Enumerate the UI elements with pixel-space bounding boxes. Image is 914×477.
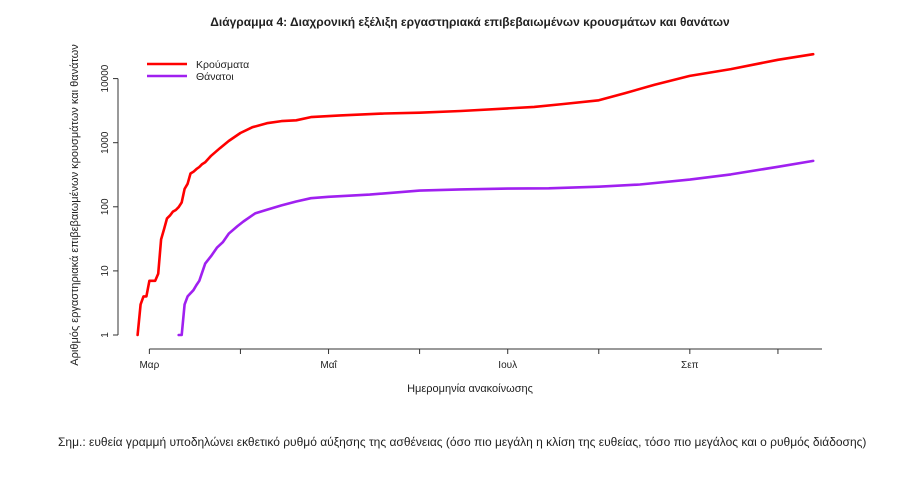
chart-title: Διάγραμμα 4: Διαχρονική εξέλιξη εργαστηρ… [210,15,730,29]
y-tick-label: 10 [100,265,111,277]
x-tick-label: Σεπ [681,360,699,371]
y-tick-label: 100 [100,198,111,215]
footnote: Σημ.: ευθεία γραμμή υποδηλώνει εκθετικό … [58,435,867,449]
x-tick-label: Μαρ [139,360,159,371]
legend-label: Θάνατοι [196,71,234,83]
chart: Διάγραμμα 4: Διαχρονική εξέλιξη εργαστηρ… [69,15,822,395]
y-tick-label: 1 [100,332,111,338]
y-axis-label: Αριθμός εργαστηριακά επιβεβαιωμένων κρου… [69,44,81,366]
y-tick-label: 1000 [100,131,111,154]
series-layer [136,52,815,337]
x-axis-label: Ημερομηνία ανακοίνωσης [407,383,533,395]
y-tick-label: 10000 [100,64,111,92]
cases-line [136,52,815,337]
x-tick-label: Ιουλ [498,360,517,371]
x-tick-label: Μαΐ [320,359,337,371]
deaths-line [177,159,815,337]
legend-label: Κρούσματα [196,59,249,71]
axes: 1 10 100 1000 10000 Μαρ Μαΐ Ιουλ Σεπ [100,64,822,371]
